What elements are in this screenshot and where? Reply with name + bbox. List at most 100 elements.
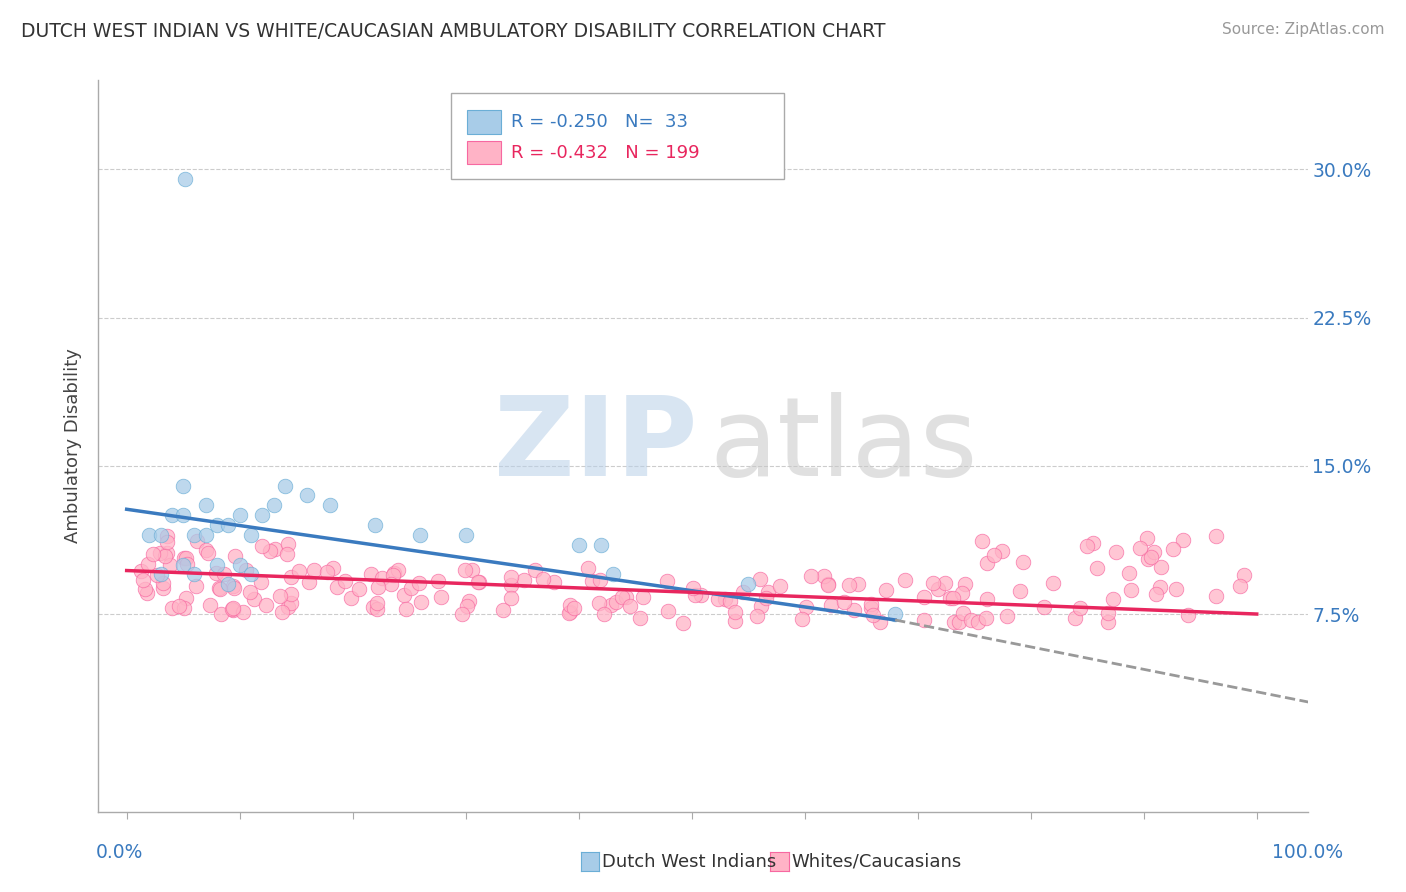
Text: 100.0%: 100.0% [1271,843,1343,862]
Point [1144,586,1167,600]
Text: 0.0%: 0.0% [96,843,143,862]
Point [1105,545,1128,559]
Point [1129,541,1152,555]
Point [217,577,239,591]
Point [593,607,616,621]
Point [387,563,409,577]
Point [409,528,432,542]
Point [276,547,298,561]
Point [172,558,194,572]
Point [862,608,884,623]
Point [718,594,741,608]
Point [129,564,152,578]
Point [222,579,245,593]
Point [380,577,402,591]
Point [1171,533,1194,548]
Point [209,582,232,597]
Point [280,596,302,610]
Point [364,518,387,533]
FancyBboxPatch shape [451,93,785,179]
Point [976,556,998,570]
Point [1119,582,1142,597]
Point [222,582,245,596]
Point [174,172,197,186]
Point [409,595,432,609]
Point [745,609,768,624]
Point [523,562,546,576]
Point [557,606,579,620]
Point [270,605,292,619]
Point [832,595,855,609]
Point [194,528,217,542]
Point [228,508,250,523]
Y-axis label: Ambulatory Disability: Ambulatory Disability [65,349,83,543]
Point [1033,599,1056,614]
Point [758,584,780,599]
Point [172,508,194,523]
Point [173,551,195,566]
Point [360,566,382,581]
Point [893,573,915,587]
Text: Dutch West Indians: Dutch West Indians [602,853,776,871]
Point [657,603,679,617]
Point [274,478,297,492]
Point [558,599,581,613]
Point [748,572,770,586]
Point [860,601,883,615]
Point [948,615,970,629]
Point [173,601,195,615]
Point [950,586,973,600]
Text: ZIP: ZIP [494,392,697,500]
Point [209,607,232,621]
Point [392,588,415,602]
Point [221,602,243,616]
Point [195,542,218,557]
Point [326,580,349,594]
Point [205,518,228,533]
Point [1063,611,1085,625]
Point [277,537,299,551]
Point [467,574,489,589]
Point [408,575,430,590]
Point [690,588,713,602]
Point [869,615,891,629]
Point [399,581,422,595]
Point [755,591,778,605]
Point [605,595,627,609]
Point [707,592,730,607]
Point [160,601,183,615]
Point [1097,607,1119,621]
Point [232,605,254,619]
Point [221,603,243,617]
Point [149,546,172,560]
Point [499,570,522,584]
Point [562,601,585,615]
Point [1177,607,1199,622]
Point [252,508,274,523]
Point [737,577,759,591]
Point [136,557,159,571]
Point [315,565,337,579]
Point [952,607,974,621]
Point [451,607,474,621]
Point [817,577,839,591]
Point [335,574,357,589]
Point [454,563,477,577]
Point [576,561,599,575]
Point [1118,566,1140,580]
Point [174,591,197,606]
Point [280,570,302,584]
Point [149,528,172,542]
Point [792,612,814,626]
Point [1010,583,1032,598]
Point [794,600,817,615]
Point [749,599,772,614]
Point [813,568,835,582]
Point [959,613,981,627]
Point [860,597,883,611]
Point [183,567,205,582]
Point [322,560,344,574]
Point [366,602,388,616]
Point [619,599,641,613]
Point [581,574,603,588]
